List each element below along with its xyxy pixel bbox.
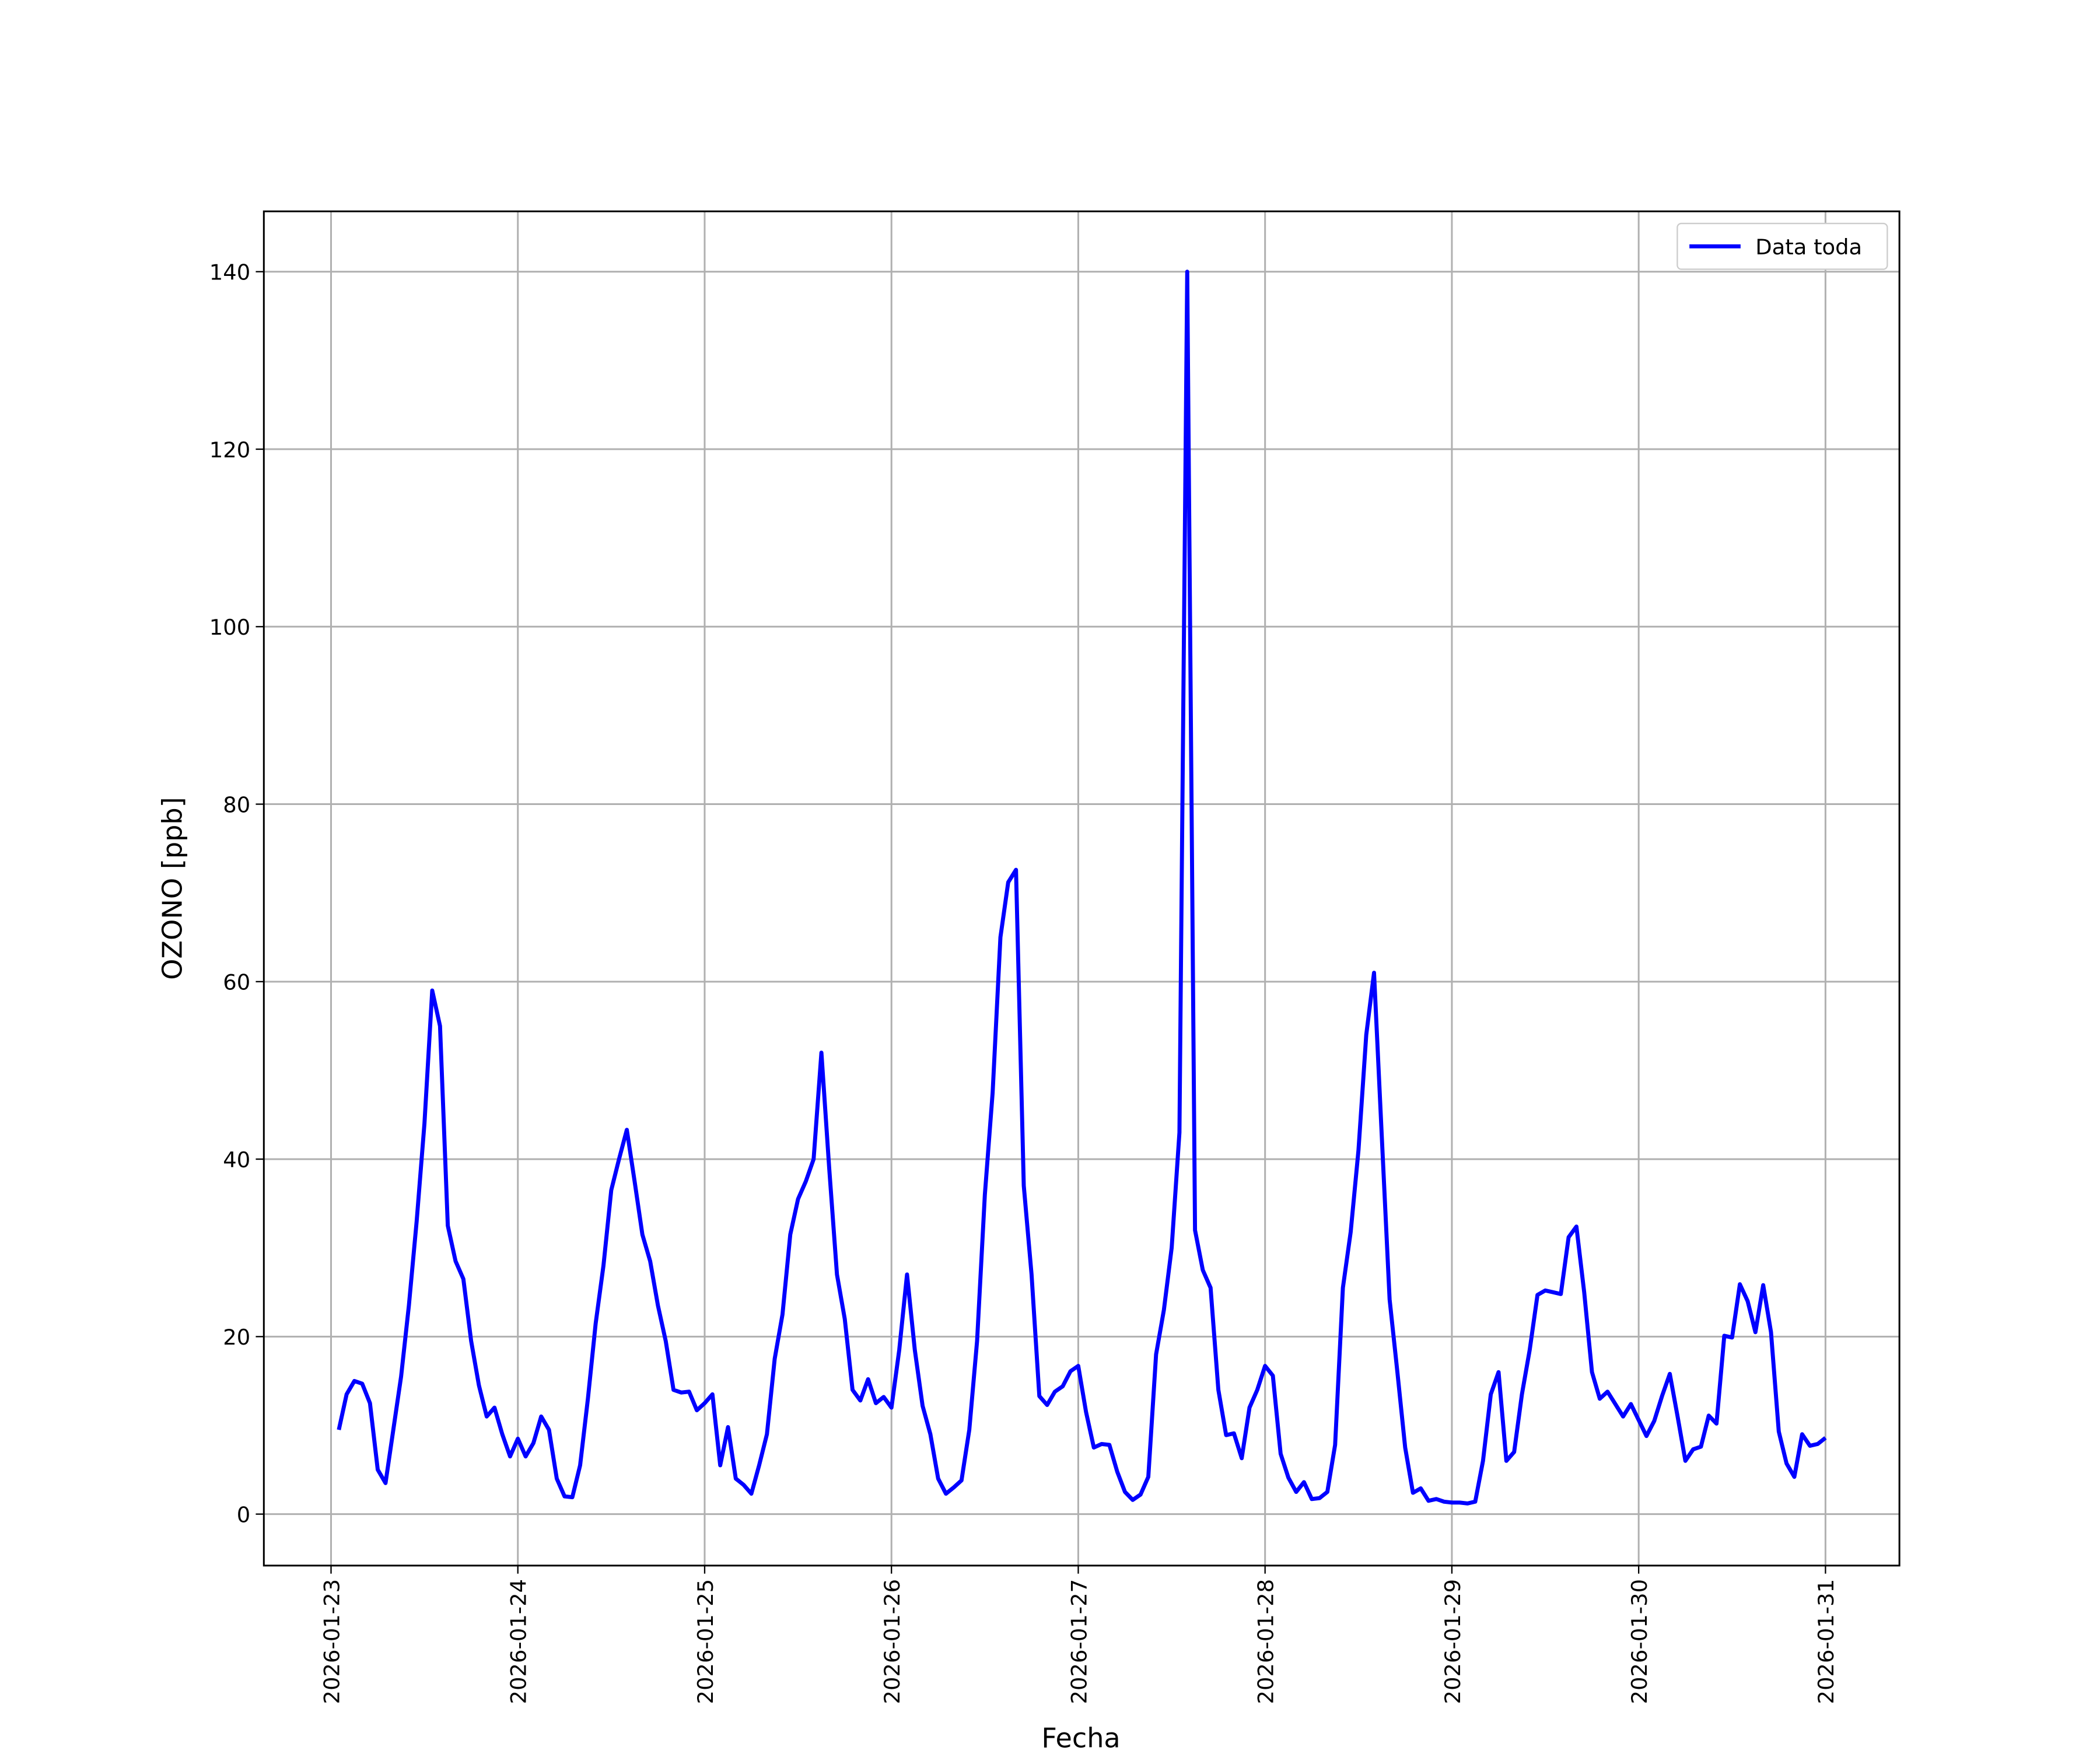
x-tick-label: 2026-01-30 [1627, 1579, 1652, 1704]
y-tick-label: 120 [209, 438, 250, 463]
y-tick-label: 140 [209, 260, 250, 285]
y-tick-label: 40 [223, 1147, 250, 1172]
y-axis-label: OZONO [ppb] [157, 797, 188, 980]
x-tick-label: 2026-01-28 [1254, 1579, 1279, 1704]
x-tick-label: 2026-01-31 [1814, 1579, 1839, 1704]
x-tick-label: 2026-01-25 [693, 1579, 718, 1704]
y-tick-label: 80 [223, 792, 250, 817]
plot-frame [262, 210, 1901, 1567]
legend-label: Data toda [1755, 235, 1862, 260]
data-line [337, 270, 1827, 1506]
y-tick-label: 20 [223, 1325, 250, 1350]
legend-box [1676, 222, 1888, 270]
x-tick-label: 2026-01-24 [506, 1579, 531, 1704]
y-tick-label: 60 [223, 970, 250, 995]
x-tick-label: 2026-01-27 [1066, 1579, 1091, 1704]
y-tick-label: 0 [237, 1502, 250, 1527]
x-tick-label: 2026-01-26 [880, 1579, 905, 1704]
legend: Data toda [1676, 222, 1888, 270]
x-tick-label: 2026-01-29 [1440, 1579, 1465, 1704]
y-tick-label: 100 [209, 615, 250, 640]
x-axis-label: Fecha [1041, 1722, 1120, 1750]
x-tick-label: 2026-01-23 [319, 1579, 344, 1704]
